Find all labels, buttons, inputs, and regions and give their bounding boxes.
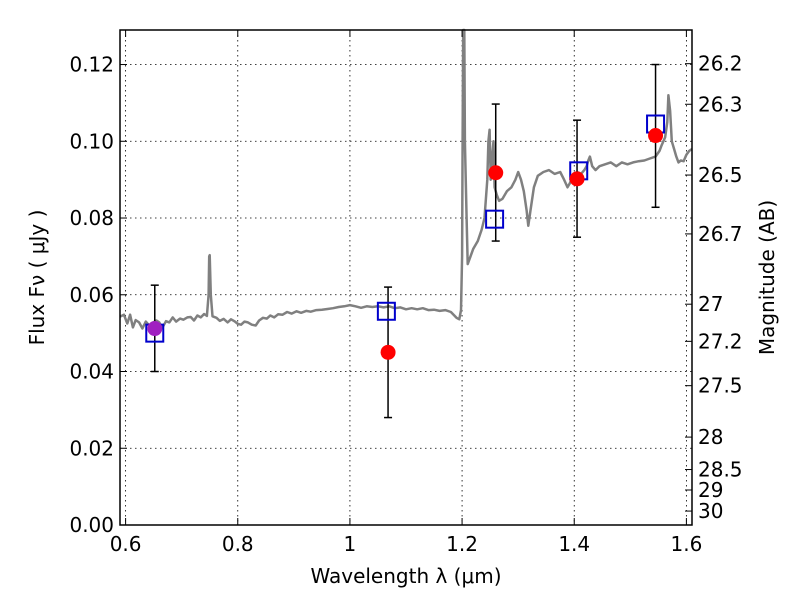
x-tick-label: 1.2	[446, 532, 478, 556]
x-tick-label: 1	[344, 532, 357, 556]
magnitude-tick-label: 27.5	[698, 374, 743, 398]
magnitude-tick-label: 29	[698, 478, 723, 502]
model-square	[376, 301, 396, 321]
observed-point	[380, 344, 396, 360]
grid-lines	[120, 30, 692, 525]
x-axis-label: Wavelength λ (μm)	[310, 564, 501, 588]
y-tick-label: 0.06	[69, 283, 114, 307]
error-bars	[150, 63, 660, 419]
magnitude-tick-label: 27	[698, 292, 723, 316]
magnitude-tick-label: 26.2	[698, 52, 743, 76]
y-tick-label: 0.00	[69, 513, 114, 537]
magnitude-tick-label: 26.3	[698, 92, 743, 116]
spectrum-layer	[119, 28, 693, 330]
model-square	[485, 209, 505, 229]
magnitude-tick-label: 28	[698, 425, 723, 449]
magnitude-tick-label: 27.2	[698, 329, 743, 353]
spectrum-line	[119, 28, 693, 330]
magnitude-tick-label: 26.5	[698, 163, 743, 187]
observed-point	[648, 128, 664, 144]
y-tick-label: 0.02	[69, 436, 114, 460]
plot-frame	[119, 29, 693, 526]
observed-points	[147, 128, 664, 360]
x-tick-label: 1.4	[558, 532, 590, 556]
observed-point	[569, 171, 585, 187]
y-tick-label: 0.12	[69, 53, 114, 77]
y-axis-label: Flux Fν ( μJy )	[25, 210, 49, 346]
magnitude-axis-label: Magnitude (AB)	[755, 200, 779, 355]
magnitude-tick-label: 28.5	[698, 458, 743, 482]
x-tick-label: 0.6	[110, 532, 142, 556]
y-tick-label: 0.08	[69, 206, 114, 230]
y-tick-label: 0.04	[69, 360, 114, 384]
y-tick-label: 0.10	[69, 129, 114, 153]
x-tick-label: 0.8	[222, 532, 254, 556]
magnitude-tick-label: 26.7	[698, 222, 743, 246]
x-tick-label: 1.6	[670, 532, 702, 556]
observed-point	[147, 321, 163, 337]
axis-ticks: 0.6 0.8 1 1.2 1.4 1.6 0.00 0.02 0.04 0.06 0.08 0.10…	[69, 30, 743, 556]
magnitude-tick-label: 30	[698, 499, 723, 523]
observed-point	[488, 165, 504, 181]
